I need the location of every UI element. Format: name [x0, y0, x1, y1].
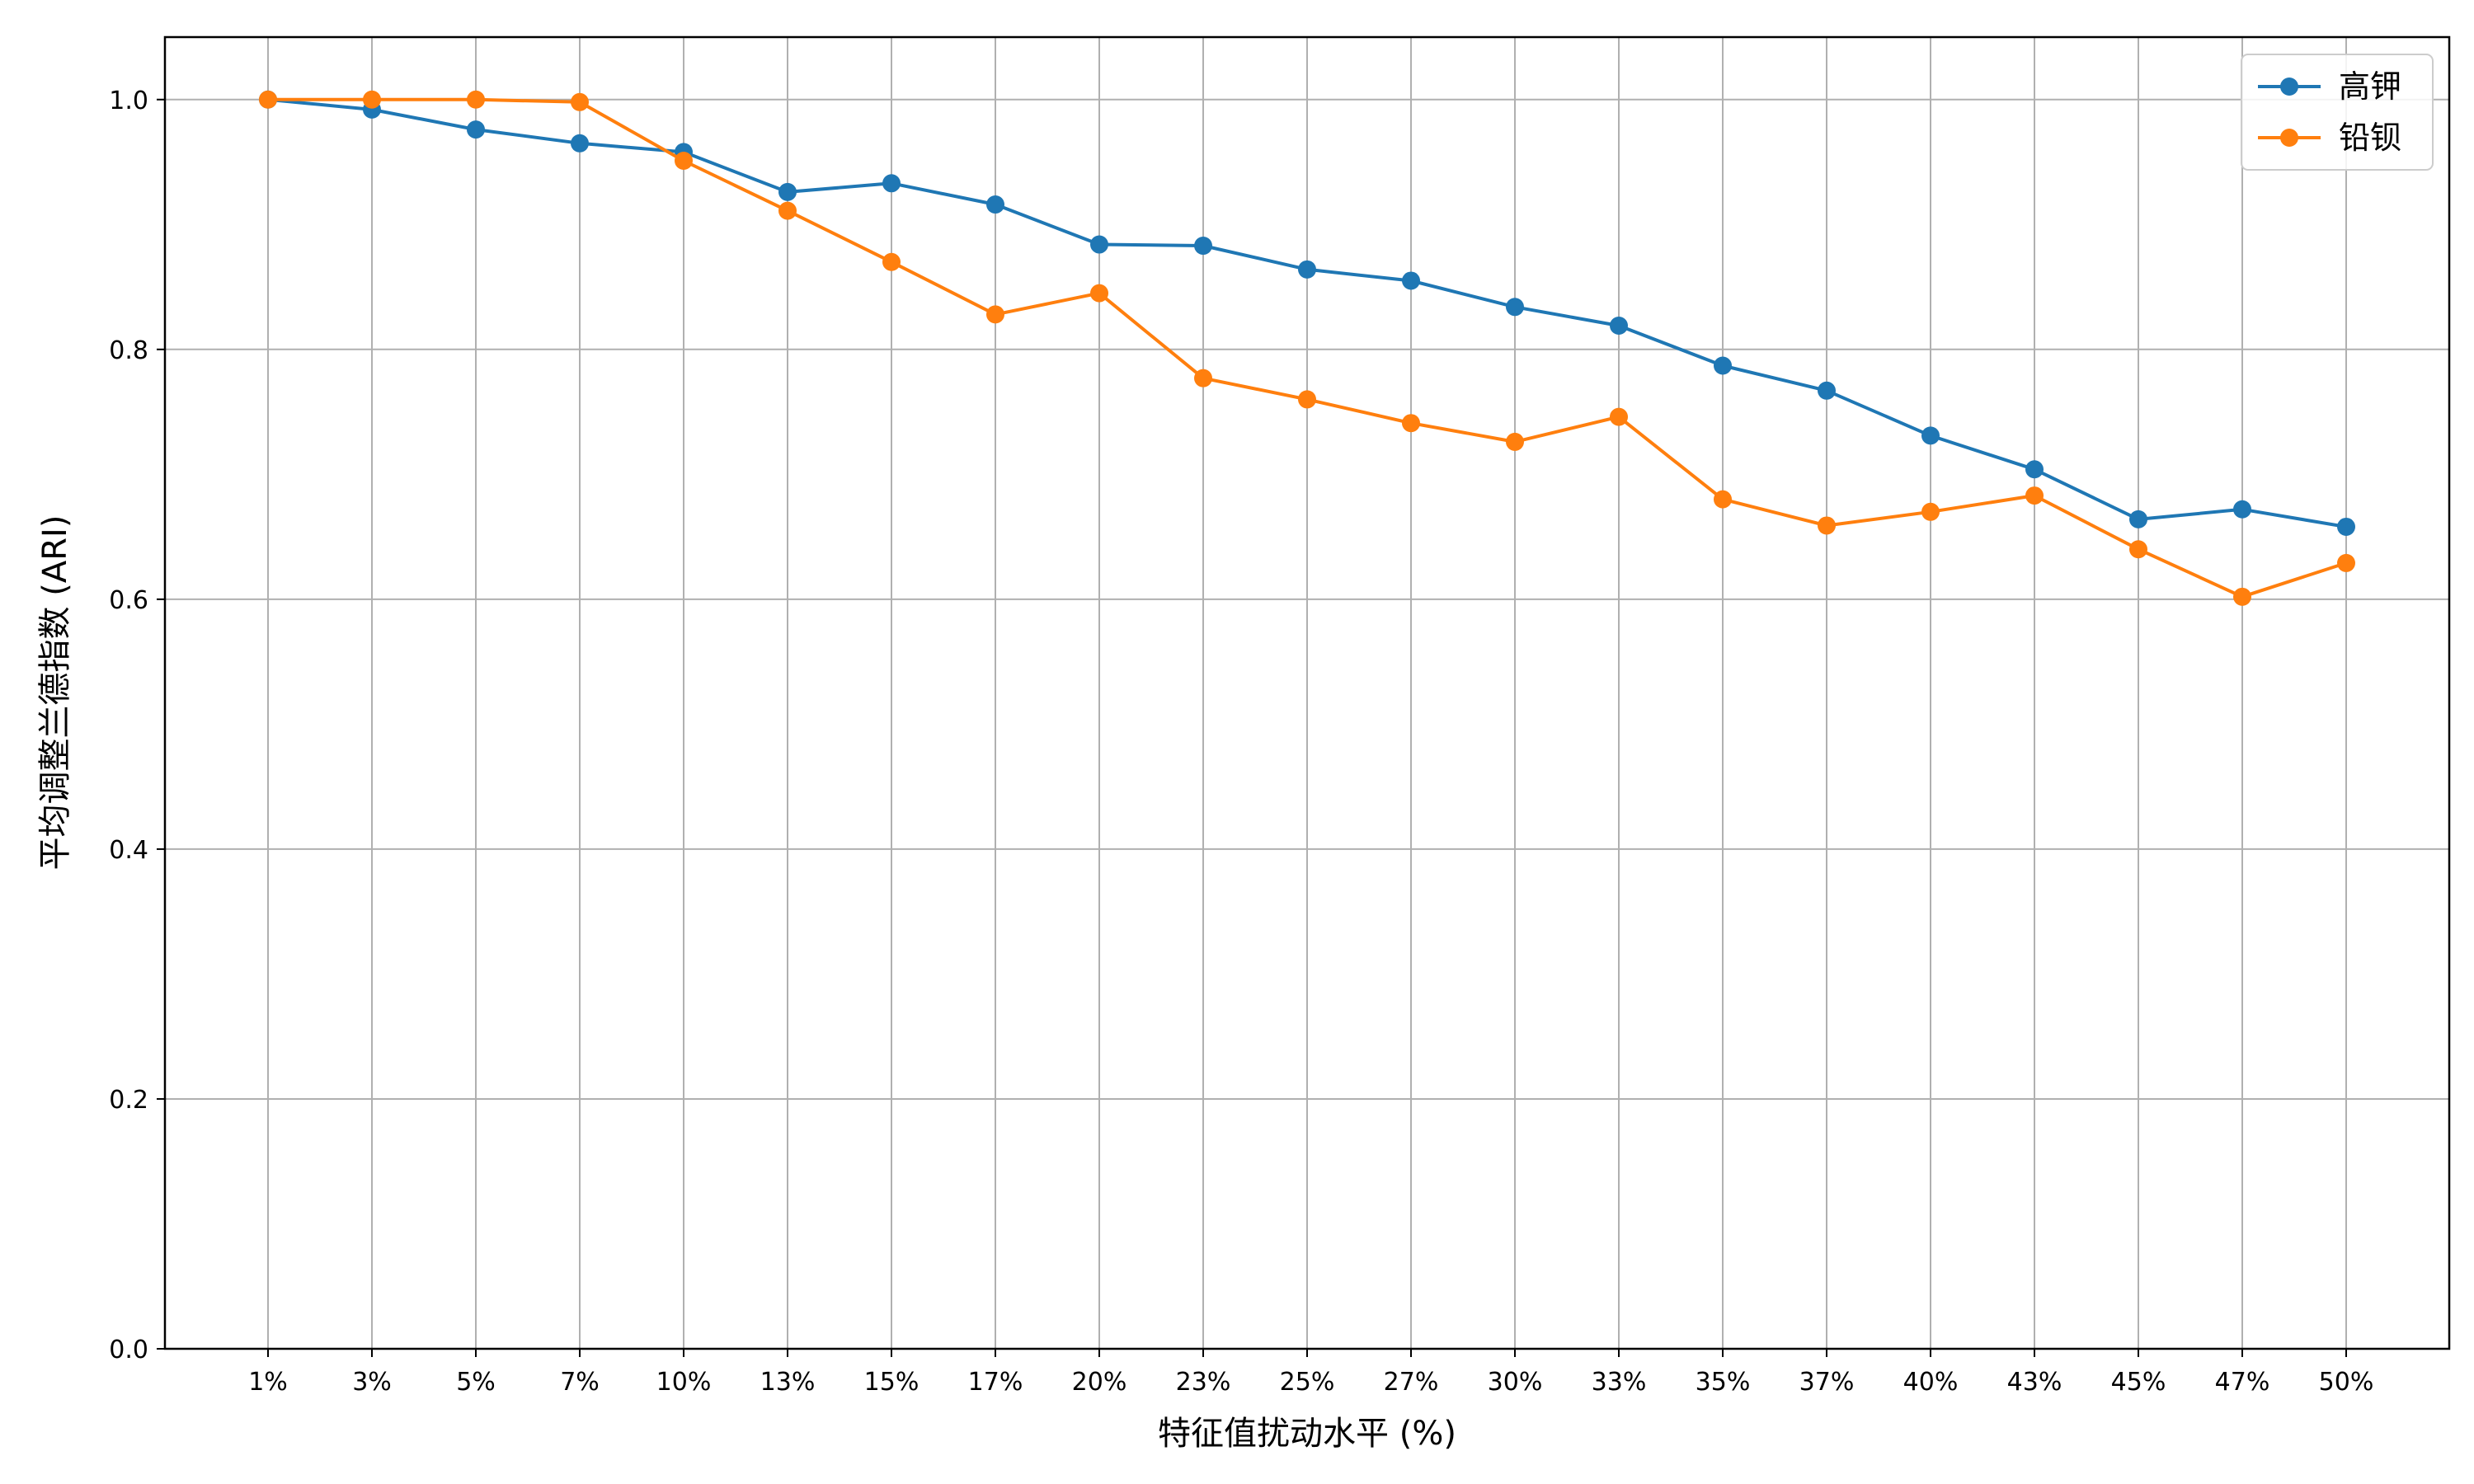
x-tick-label: 40% — [1903, 1368, 1959, 1397]
data-point — [1090, 284, 1108, 303]
data-point — [1090, 235, 1108, 254]
data-point — [1298, 390, 1316, 409]
data-point — [2337, 553, 2355, 572]
data-point — [2233, 500, 2251, 519]
data-point — [1610, 407, 1628, 426]
data-point — [1402, 414, 1420, 433]
legend-entry: 高钾 — [2258, 68, 2401, 105]
data-point — [2337, 517, 2355, 536]
data-point — [1194, 369, 1212, 387]
data-point — [571, 134, 589, 153]
y-tick-label: 0.4 — [109, 836, 148, 865]
legend-entry: 铅钡 — [2258, 120, 2401, 156]
data-point — [2025, 460, 2044, 479]
y-tick-label: 0.6 — [109, 586, 148, 615]
y-axis-label: 平均调整兰德指数 (ARI) — [36, 515, 74, 871]
x-axis-ticks: 1% 3% 5% 7% 10% 13% 15% 17% 20% 23% 25% 27% 30% 33% 35… — [248, 1349, 2373, 1397]
y-tick-label: 0.0 — [109, 1336, 148, 1364]
data-point — [2233, 587, 2251, 606]
x-tick-label: 35% — [1696, 1368, 1751, 1397]
data-point — [675, 152, 693, 171]
data-point — [2129, 510, 2147, 528]
x-tick-label: 27% — [1384, 1368, 1439, 1397]
data-point — [986, 305, 1004, 324]
x-tick-label: 47% — [2215, 1368, 2270, 1397]
data-point — [1818, 516, 1836, 535]
legend-label: 铅钡 — [2339, 120, 2401, 156]
x-tick-label: 25% — [1280, 1368, 1335, 1397]
x-tick-label: 43% — [2007, 1368, 2062, 1397]
data-point — [882, 252, 901, 271]
x-tick-label: 30% — [1488, 1368, 1543, 1397]
series-2 — [259, 90, 2355, 606]
data-point — [259, 90, 277, 109]
data-point — [1714, 490, 1732, 509]
data-point — [778, 201, 797, 220]
series-layer — [259, 90, 2355, 606]
data-point — [1921, 426, 1940, 445]
data-point — [2129, 540, 2147, 559]
x-tick-label: 3% — [352, 1368, 392, 1397]
x-tick-label: 50% — [2319, 1368, 2374, 1397]
data-point — [1921, 502, 1940, 521]
x-axis-label: 特征值扰动水平 (%) — [1158, 1415, 1456, 1453]
legend-swatch-marker — [2280, 129, 2298, 147]
legend-swatch-marker — [2280, 77, 2298, 96]
y-axis-ticks: 0.0 0.2 0.4 0.6 0.8 1.0 — [109, 87, 165, 1364]
x-tick-label: 5% — [456, 1368, 496, 1397]
data-point — [1402, 271, 1420, 290]
data-point — [778, 182, 797, 201]
y-tick-label: 0.2 — [109, 1086, 148, 1115]
data-point — [882, 174, 901, 193]
x-tick-label: 23% — [1176, 1368, 1231, 1397]
x-tick-label: 37% — [1799, 1368, 1855, 1397]
data-point — [363, 90, 381, 109]
x-tick-label: 33% — [1592, 1368, 1647, 1397]
data-point — [1610, 317, 1628, 336]
data-point — [571, 92, 589, 111]
x-tick-label: 20% — [1072, 1368, 1127, 1397]
data-point — [467, 90, 485, 109]
data-point — [986, 195, 1004, 214]
x-tick-label: 15% — [864, 1368, 920, 1397]
data-point — [1194, 237, 1212, 256]
y-tick-label: 1.0 — [109, 87, 148, 115]
data-point — [1506, 298, 1524, 317]
x-tick-label: 45% — [2111, 1368, 2166, 1397]
data-point — [1818, 381, 1836, 400]
x-tick-label: 17% — [968, 1368, 1023, 1397]
legend-label: 高钾 — [2339, 68, 2401, 105]
y-tick-label: 0.8 — [109, 336, 148, 365]
data-point — [1506, 432, 1524, 451]
data-point — [1714, 356, 1732, 375]
x-tick-label: 1% — [248, 1368, 288, 1397]
data-point — [2025, 486, 2044, 505]
x-tick-label: 13% — [760, 1368, 816, 1397]
data-point — [467, 120, 485, 139]
x-tick-label: 10% — [656, 1368, 712, 1397]
x-tick-label: 7% — [560, 1368, 600, 1397]
legend-box — [2241, 54, 2434, 171]
data-point — [1298, 260, 1316, 279]
